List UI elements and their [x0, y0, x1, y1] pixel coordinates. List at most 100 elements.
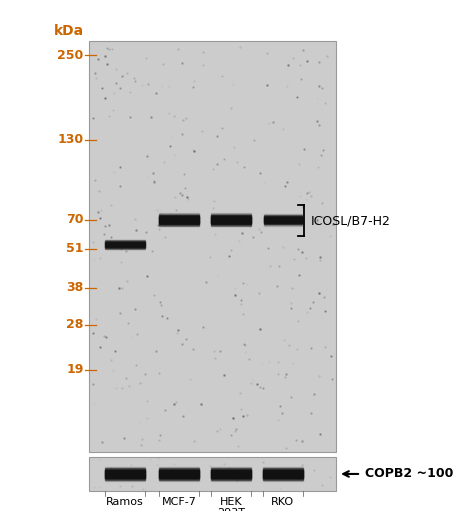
- Bar: [211, 219, 251, 220]
- Bar: [264, 223, 302, 224]
- Bar: [159, 218, 199, 220]
- Bar: [264, 219, 302, 220]
- Bar: [159, 469, 199, 470]
- Bar: [263, 479, 303, 480]
- Text: RKO: RKO: [271, 497, 294, 507]
- Text: HEK
293T: HEK 293T: [217, 497, 245, 511]
- Bar: [263, 469, 303, 470]
- Bar: [159, 472, 199, 473]
- Bar: [159, 470, 199, 478]
- Bar: [211, 214, 251, 215]
- Bar: [211, 476, 251, 477]
- Bar: [159, 221, 199, 222]
- Bar: [105, 248, 144, 249]
- Bar: [211, 221, 251, 222]
- Bar: [263, 475, 303, 476]
- Bar: [105, 244, 144, 245]
- Bar: [159, 479, 199, 480]
- Bar: [211, 474, 251, 475]
- Bar: [211, 470, 251, 471]
- Bar: [263, 476, 303, 477]
- Bar: [264, 219, 302, 220]
- Bar: [105, 470, 144, 478]
- Bar: [89, 41, 336, 452]
- Bar: [211, 480, 251, 481]
- Bar: [159, 223, 199, 224]
- Bar: [211, 216, 251, 223]
- Bar: [105, 477, 144, 478]
- Bar: [211, 223, 251, 224]
- Bar: [263, 478, 303, 479]
- Bar: [264, 222, 302, 223]
- Bar: [263, 480, 303, 481]
- Text: Ramos: Ramos: [106, 497, 144, 507]
- Bar: [105, 242, 144, 247]
- Bar: [105, 469, 144, 470]
- Bar: [159, 220, 199, 221]
- Bar: [159, 470, 199, 472]
- Bar: [159, 467, 199, 468]
- Bar: [211, 215, 251, 217]
- Bar: [159, 476, 199, 478]
- Bar: [264, 216, 302, 217]
- Bar: [211, 472, 251, 474]
- Bar: [159, 224, 199, 225]
- Bar: [211, 224, 251, 225]
- Bar: [159, 219, 199, 220]
- Bar: [211, 220, 251, 221]
- Bar: [263, 474, 303, 475]
- Bar: [105, 472, 144, 474]
- Bar: [159, 221, 199, 222]
- Bar: [105, 244, 144, 245]
- Bar: [263, 470, 303, 471]
- Bar: [263, 468, 303, 469]
- Bar: [159, 469, 199, 470]
- Bar: [105, 240, 144, 241]
- Bar: [211, 469, 251, 470]
- Bar: [159, 474, 199, 476]
- Bar: [105, 246, 144, 247]
- Bar: [159, 480, 199, 481]
- Bar: [263, 467, 303, 468]
- Bar: [159, 214, 199, 215]
- Bar: [159, 215, 199, 216]
- Bar: [263, 472, 303, 474]
- Bar: [159, 224, 199, 225]
- Bar: [263, 470, 303, 478]
- Bar: [159, 477, 199, 478]
- Bar: [263, 473, 303, 474]
- Bar: [211, 224, 251, 225]
- Bar: [211, 477, 251, 478]
- Bar: [263, 469, 303, 470]
- Bar: [105, 245, 144, 246]
- Bar: [105, 479, 144, 480]
- Bar: [211, 223, 251, 224]
- Bar: [105, 243, 144, 244]
- Bar: [211, 217, 251, 218]
- Text: 28: 28: [66, 318, 84, 331]
- Bar: [264, 221, 302, 222]
- Bar: [211, 215, 251, 216]
- Bar: [263, 472, 303, 473]
- Bar: [159, 217, 199, 218]
- Bar: [105, 245, 144, 246]
- Text: 130: 130: [58, 133, 84, 146]
- Bar: [159, 475, 199, 476]
- Bar: [159, 223, 199, 224]
- Bar: [105, 480, 144, 481]
- Bar: [211, 478, 251, 479]
- Text: 51: 51: [66, 242, 84, 255]
- Bar: [105, 247, 144, 248]
- Bar: [159, 471, 199, 472]
- Bar: [105, 470, 144, 471]
- Bar: [211, 469, 251, 470]
- Bar: [264, 220, 302, 221]
- Bar: [105, 241, 144, 242]
- Bar: [211, 214, 251, 215]
- Bar: [105, 241, 144, 242]
- Bar: [264, 214, 302, 215]
- Bar: [211, 220, 251, 221]
- Bar: [264, 224, 302, 225]
- Bar: [105, 478, 144, 479]
- Bar: [263, 478, 303, 479]
